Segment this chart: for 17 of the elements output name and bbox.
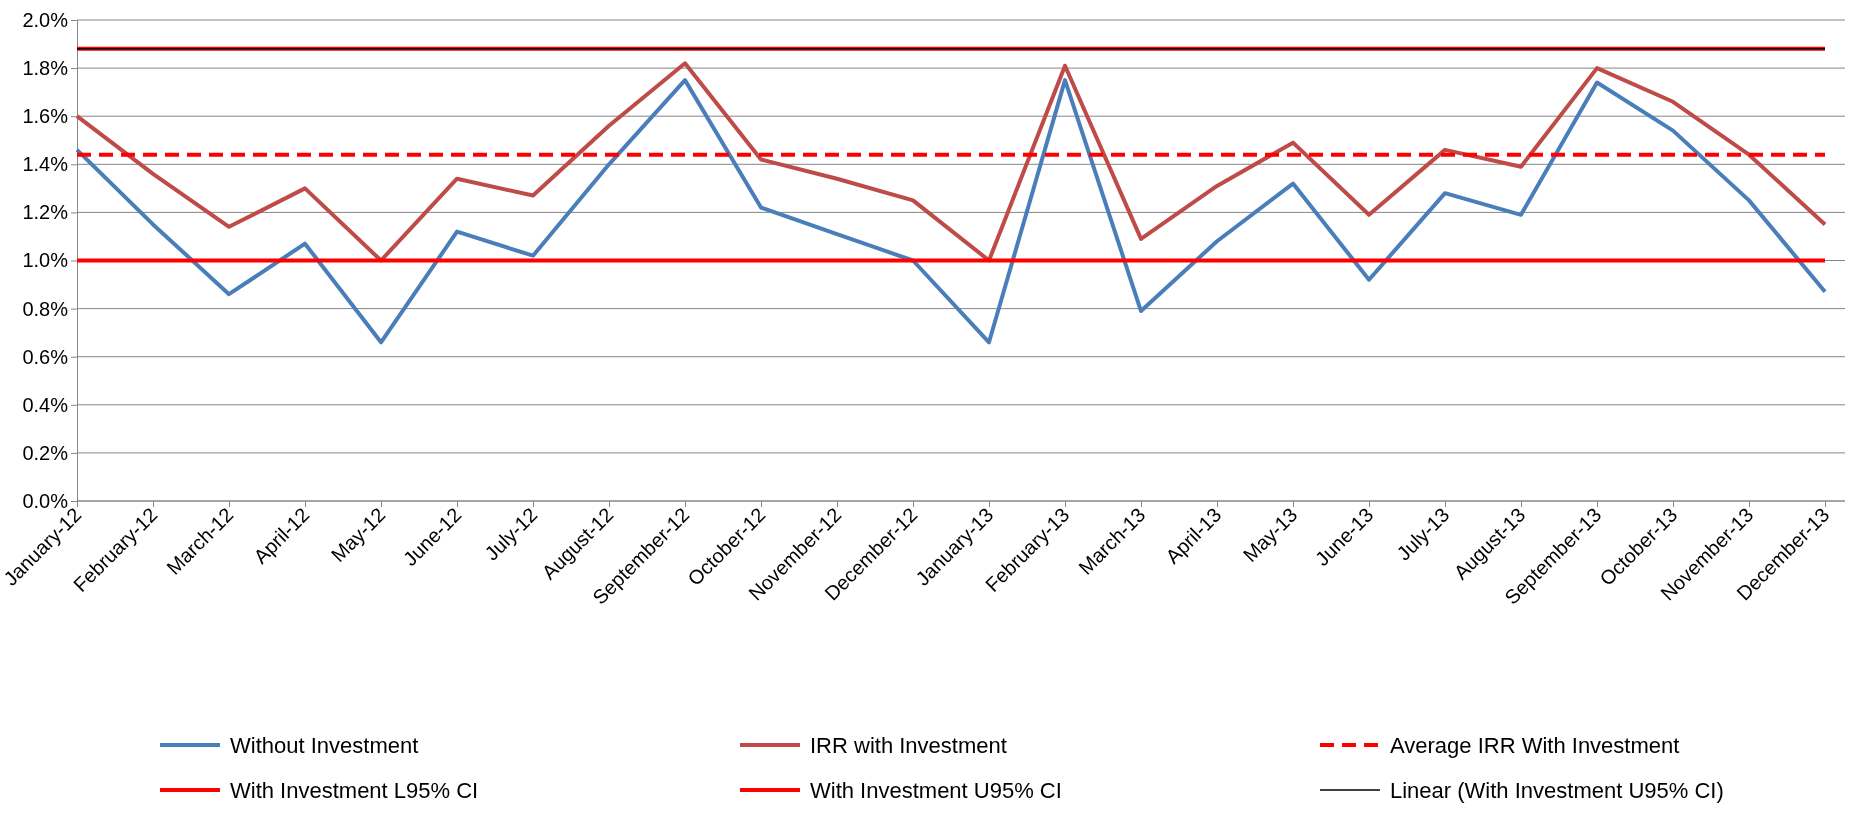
legend-label: Average IRR With Investment bbox=[1390, 732, 1680, 758]
legend-label: With Investment L95% CI bbox=[230, 777, 479, 803]
y-tick-label: 0.4% bbox=[22, 393, 69, 416]
legend-label: Linear (With Investment U95% CI) bbox=[1390, 777, 1724, 803]
y-tick-label: 0.0% bbox=[22, 489, 69, 512]
legend-label: Without Investment bbox=[230, 732, 419, 758]
y-tick-label: 0.8% bbox=[22, 297, 69, 320]
legend-label: IRR with Investment bbox=[810, 732, 1007, 758]
y-tick-label: 1.4% bbox=[22, 153, 69, 176]
y-tick-label: 0.6% bbox=[22, 345, 69, 368]
y-tick-label: 0.2% bbox=[22, 441, 69, 464]
y-tick-label: 1.0% bbox=[22, 249, 69, 272]
legend-label: With Investment U95% CI bbox=[810, 777, 1062, 803]
y-tick-label: 1.6% bbox=[22, 105, 69, 128]
y-tick-label: 1.8% bbox=[22, 57, 69, 79]
y-tick-label: 2.0% bbox=[22, 8, 69, 31]
y-tick-label: 1.2% bbox=[22, 201, 69, 224]
